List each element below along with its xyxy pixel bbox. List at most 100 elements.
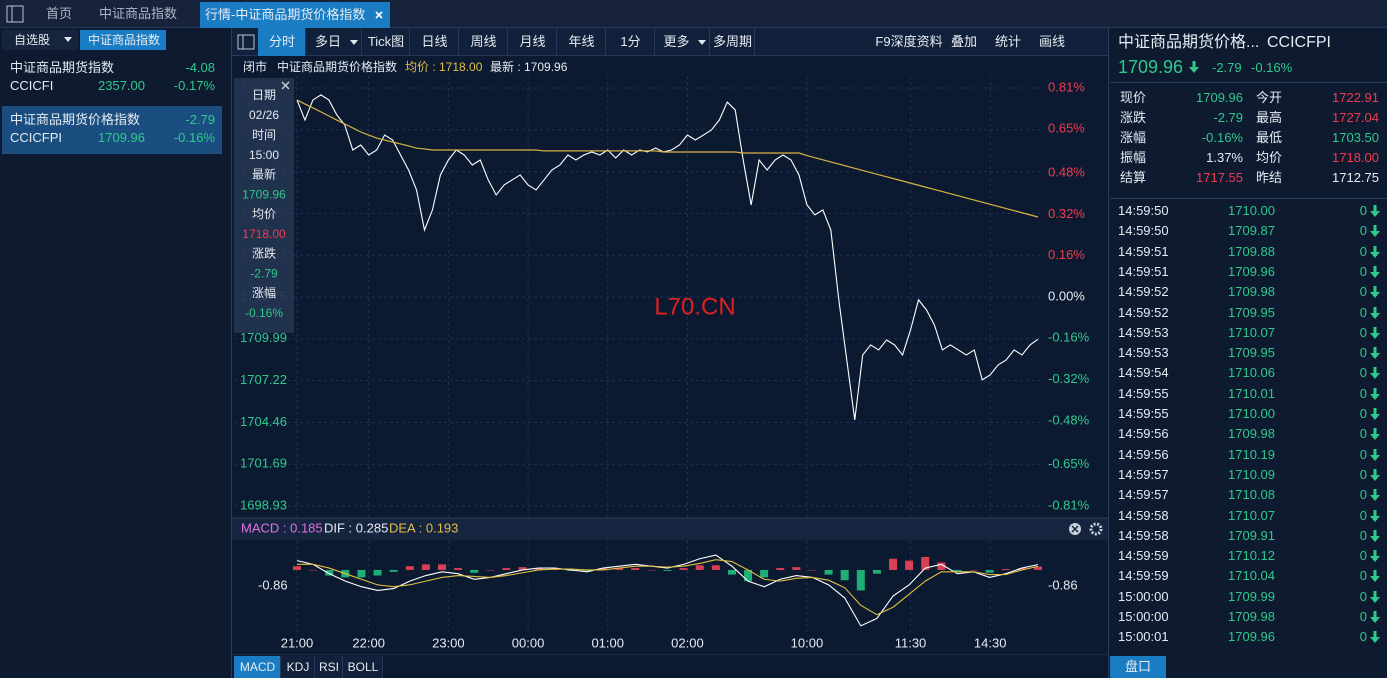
toolbar-label[interactable]: 叠加 bbox=[950, 34, 977, 49]
toolbar-button[interactable] bbox=[258, 28, 306, 56]
down-arrow bbox=[1370, 448, 1380, 461]
trade-price: 1709.87 bbox=[1228, 223, 1275, 239]
trade-time: 14:59:50 bbox=[1118, 203, 1169, 218]
indicator-tab[interactable] bbox=[234, 656, 281, 678]
indicator-tab[interactable] bbox=[281, 656, 315, 678]
toolbar-label[interactable]: 画线 bbox=[1038, 34, 1065, 49]
macd-bar bbox=[534, 568, 543, 570]
toolbar-button[interactable] bbox=[557, 28, 606, 56]
macd-bar bbox=[1001, 569, 1010, 570]
chart: 1726.571723.811721.041718.281715.511712.… bbox=[232, 76, 1108, 655]
index-name: 中证商品期货价格指数 bbox=[277, 60, 398, 74]
tab-label[interactable]: 行情-中证商品期货价格指数 bbox=[205, 7, 366, 22]
tab-label[interactable]: 自选股 bbox=[14, 33, 51, 47]
quote-label: 昨结 bbox=[1256, 170, 1283, 185]
down-arrow bbox=[1370, 468, 1380, 481]
toolbar-button[interactable] bbox=[508, 28, 557, 56]
toolbar-label[interactable]: 分时 bbox=[268, 34, 295, 49]
macd-bar bbox=[486, 569, 495, 571]
stock-pct: -0.16% bbox=[173, 130, 215, 145]
indicator-label[interactable]: MACD bbox=[239, 660, 276, 674]
price-line bbox=[296, 94, 1039, 421]
panel-tab-label[interactable]: 盘口 bbox=[1124, 659, 1151, 674]
trade-volume: 0 bbox=[1359, 548, 1367, 564]
active-tab[interactable] bbox=[200, 2, 390, 28]
quote-change: -2.79 bbox=[1212, 60, 1242, 75]
toolbar-label[interactable]: F9深度资料 bbox=[875, 34, 943, 49]
toolbar-button[interactable] bbox=[606, 28, 655, 56]
down-arrow bbox=[1370, 590, 1380, 603]
x-tick-label: 23:00 bbox=[432, 635, 465, 650]
menu-icon[interactable] bbox=[6, 5, 24, 23]
watermark: L70.CN bbox=[654, 293, 735, 320]
macd-bar bbox=[647, 569, 656, 571]
tab-label[interactable]: 中证商品指数 bbox=[88, 33, 161, 47]
y2-tick-label: -0.16% bbox=[1048, 330, 1090, 345]
stock-name[interactable]: 中证商品期货指数 bbox=[10, 60, 115, 75]
down-arrow bbox=[1370, 428, 1380, 441]
toolbar-label[interactable]: 月线 bbox=[519, 34, 546, 49]
y2-tick-label: 0.65% bbox=[1048, 121, 1085, 136]
down-arrow bbox=[1370, 611, 1380, 623]
quote-value: 1703.50 bbox=[1332, 130, 1379, 145]
toolbar-button[interactable] bbox=[459, 28, 508, 56]
stock-name[interactable]: 中证商品期货价格指数 bbox=[10, 112, 141, 127]
layout-icon[interactable] bbox=[237, 34, 255, 50]
macd-bar bbox=[760, 569, 769, 578]
macd-bar bbox=[502, 568, 511, 570]
trade-price: 1709.95 bbox=[1228, 345, 1275, 361]
selected-row[interactable] bbox=[2, 106, 222, 154]
macd-bar bbox=[856, 569, 865, 591]
trade-price: 1709.95 bbox=[1228, 304, 1275, 320]
quote-price: 1709.96 bbox=[1118, 57, 1184, 77]
macd-bar bbox=[373, 569, 382, 576]
toolbar-button[interactable] bbox=[710, 28, 755, 56]
trade-volume: 0 bbox=[1359, 446, 1367, 462]
quote-label: 涨跌 bbox=[1120, 110, 1147, 125]
down-arrow bbox=[1370, 509, 1380, 522]
indicator-label[interactable]: BOLL bbox=[347, 660, 379, 674]
indicator-label[interactable]: KDJ bbox=[286, 660, 310, 674]
toolbar-label[interactable]: 多周期 bbox=[712, 34, 752, 49]
indicator-tab[interactable] bbox=[343, 656, 383, 678]
quote-label: 最高 bbox=[1256, 110, 1283, 125]
tab[interactable] bbox=[34, 2, 84, 26]
tab[interactable] bbox=[80, 30, 166, 50]
panel-tab[interactable] bbox=[1110, 656, 1166, 678]
toolbar-button[interactable] bbox=[306, 28, 362, 56]
toolbar-label[interactable]: 年线 bbox=[568, 34, 595, 49]
macd-bar bbox=[985, 569, 994, 573]
dropdown-icon[interactable] bbox=[64, 37, 72, 43]
tab-label[interactable]: 首页 bbox=[45, 6, 72, 21]
close-icon[interactable] bbox=[374, 10, 384, 20]
dropdown-icon[interactable] bbox=[350, 40, 358, 46]
tooltip-label: 最新 bbox=[252, 166, 276, 181]
toolbar-label[interactable]: 多日 bbox=[314, 34, 341, 49]
dropdown-icon[interactable] bbox=[698, 40, 706, 46]
toolbar-button[interactable] bbox=[410, 28, 459, 56]
quote-label: 振幅 bbox=[1120, 150, 1147, 165]
trade-volume: 0 bbox=[1359, 568, 1367, 584]
trade-volume: 0 bbox=[1359, 507, 1367, 523]
indicator-label[interactable]: RSI bbox=[318, 660, 339, 674]
stock-pct: -0.17% bbox=[173, 78, 215, 93]
toolbar-button[interactable] bbox=[362, 28, 410, 56]
y2-tick-label: -0.86 bbox=[1048, 577, 1078, 592]
toolbar-button[interactable] bbox=[655, 28, 710, 56]
down-arrow bbox=[1370, 408, 1380, 420]
trade-price: 1710.09 bbox=[1228, 466, 1275, 482]
tab-label[interactable]: 中证商品指数 bbox=[98, 6, 177, 21]
right-panel bbox=[1108, 28, 1387, 678]
toolbar-label[interactable]: 统计 bbox=[994, 34, 1021, 49]
macd-bar bbox=[663, 569, 672, 571]
toolbar-label[interactable]: 1分 bbox=[620, 34, 641, 49]
toolbar-label[interactable]: Tick图 bbox=[367, 34, 405, 49]
close-icon bbox=[1071, 525, 1079, 533]
toolbar-label[interactable]: 日线 bbox=[421, 34, 448, 49]
indicator-tab[interactable] bbox=[315, 656, 343, 678]
trade-price: 1709.88 bbox=[1228, 243, 1275, 259]
toolbar-label[interactable]: 周线 bbox=[470, 34, 497, 49]
toolbar-label[interactable]: 更多 bbox=[663, 34, 690, 49]
y2-tick-label: -0.81% bbox=[1048, 497, 1090, 512]
tab[interactable] bbox=[2, 30, 78, 50]
